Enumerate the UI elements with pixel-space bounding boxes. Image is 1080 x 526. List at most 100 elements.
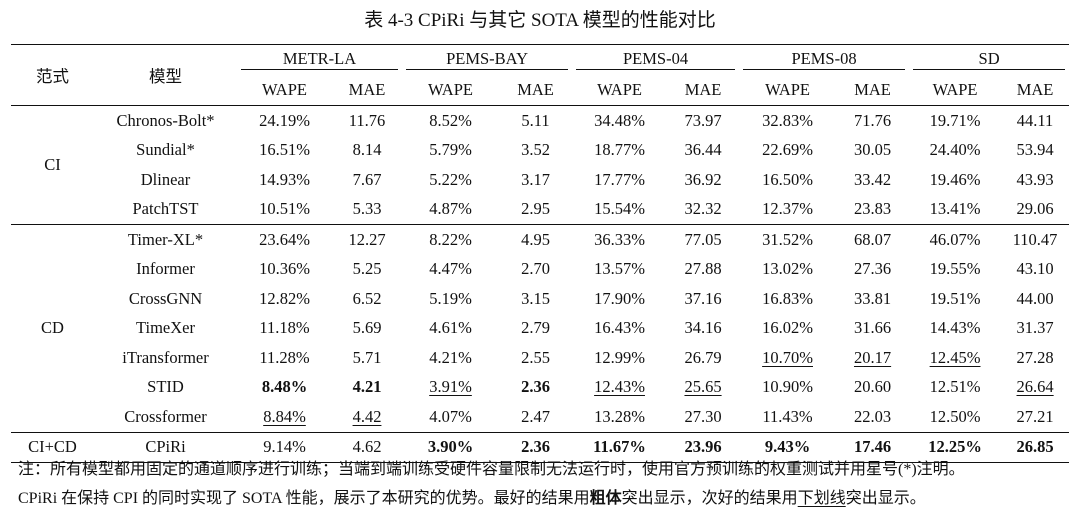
metric-value: 12.51% bbox=[929, 377, 981, 397]
metric-value-cell: 19.46% bbox=[909, 165, 1001, 195]
metric-value: 27.30 bbox=[684, 406, 722, 426]
metric-value: 7.67 bbox=[352, 169, 382, 189]
metric-value: 53.94 bbox=[1016, 140, 1054, 160]
metric-value: 43.10 bbox=[1016, 259, 1054, 279]
metric-value-cell: 17.90% bbox=[572, 284, 667, 314]
metric-value-cell: 12.51% bbox=[909, 373, 1001, 403]
metric-value: 44.11 bbox=[1016, 110, 1054, 130]
header-metric: WAPE bbox=[428, 79, 473, 99]
metric-value: 34.48% bbox=[594, 110, 645, 130]
metric-value: 25.65 bbox=[684, 377, 722, 397]
metric-value: 68.07 bbox=[853, 229, 892, 249]
metric-value: 33.81 bbox=[853, 288, 892, 308]
metric-value: 14.93% bbox=[259, 169, 310, 189]
metric-value: 30.05 bbox=[853, 140, 892, 160]
metric-value-cell: 34.16 bbox=[667, 314, 739, 344]
metric-value-cell: 4.87% bbox=[402, 195, 499, 225]
metric-value-cell: 17.46 bbox=[836, 432, 909, 463]
metric-value-cell: 8.84% bbox=[237, 402, 332, 432]
metric-value-cell: 20.60 bbox=[836, 373, 909, 403]
table-row: CrossGNN 12.82% 6.52 5.19% 3.15 17.90% 37.16 16… bbox=[11, 284, 1069, 314]
metric-value-cell: 68.07 bbox=[836, 225, 909, 255]
metric-value: 19.71% bbox=[929, 110, 981, 130]
metric-value-cell: 5.25 bbox=[332, 255, 402, 285]
table-row: CI+CD CPiRi 9.14% 4.62 3.90% 2.36 11.67% 23.96 9… bbox=[11, 432, 1070, 463]
metric-value-cell: 17.77% bbox=[572, 165, 667, 195]
metric-value: 4.07% bbox=[429, 406, 472, 426]
metric-value-cell: 73.97 bbox=[667, 106, 739, 136]
metric-value: 13.41% bbox=[929, 199, 981, 219]
metric-value: 3.17 bbox=[521, 169, 550, 189]
metric-value-cell: 11.76 bbox=[332, 106, 402, 136]
metric-value: 17.90% bbox=[594, 288, 645, 308]
model-name-cell: Dlinear bbox=[140, 169, 191, 189]
metric-value-cell: 27.28 bbox=[1001, 343, 1069, 373]
metric-value: 2.70 bbox=[521, 259, 550, 279]
table-row: CD Timer-XL* 23.64% 12.27 8.22% 4.95 36.33% 77.… bbox=[11, 224, 1070, 337]
metric-value: 6.52 bbox=[352, 288, 382, 308]
metric-value: 29.06 bbox=[1016, 199, 1054, 219]
metric-value-cell: 23.64% bbox=[237, 225, 332, 255]
header-row-datasets: 范式 模型 METR-LA PEMS-BAY PEMS-04 PEMS-08 S… bbox=[11, 44, 1070, 86]
metric-value-cell: 26.79 bbox=[667, 343, 739, 373]
metric-value-cell: 8.48% bbox=[237, 373, 332, 403]
metric-value: 71.76 bbox=[853, 110, 892, 130]
metric-value-cell: 23.96 bbox=[667, 432, 739, 463]
metric-value-cell: 29.06 bbox=[1001, 195, 1069, 225]
metric-value-cell: 2.55 bbox=[499, 343, 572, 373]
metric-value: 36.33% bbox=[594, 229, 645, 249]
metric-value: 12.45% bbox=[929, 347, 981, 367]
header-metric: WAPE bbox=[932, 79, 978, 99]
metric-value-cell: 11.67% bbox=[572, 432, 667, 463]
metric-value-cell: 18.77% bbox=[572, 136, 667, 166]
metric-value: 13.02% bbox=[762, 259, 813, 279]
metric-value: 11.18% bbox=[259, 318, 310, 338]
metric-value-cell: 5.79% bbox=[402, 136, 499, 166]
metric-value: 2.55 bbox=[521, 347, 550, 367]
model-name-cell: TimeXer bbox=[136, 318, 195, 338]
metric-value: 8.14 bbox=[352, 140, 382, 160]
metric-value: 3.52 bbox=[521, 140, 550, 160]
table-notes: 注：所有模型都用固定的通道顺序进行训练；当端到端训练受硬件容量限制无法运行时，使… bbox=[18, 455, 1073, 513]
metric-value-cell: 43.93 bbox=[1001, 165, 1069, 195]
metric-value: 24.19% bbox=[259, 110, 310, 130]
metric-value: 13.28% bbox=[594, 406, 645, 426]
metric-value: 4.47% bbox=[429, 259, 472, 279]
metric-value: 16.83% bbox=[762, 288, 813, 308]
metric-value: 27.21 bbox=[1016, 406, 1054, 426]
metric-value: 9.43% bbox=[764, 437, 811, 457]
metric-value-cell: 36.92 bbox=[667, 165, 739, 195]
metric-value: 2.95 bbox=[521, 199, 550, 219]
header-metric: MAE bbox=[854, 79, 891, 99]
model-name-cell: iTransformer bbox=[122, 347, 209, 367]
header-metric: MAE bbox=[517, 79, 554, 99]
note-text: CPiRi 在保持 CPI 的同时实现了 SOTA 性能，展示了本研究的优势。最… bbox=[18, 490, 590, 507]
metric-value: 17.77% bbox=[594, 169, 645, 189]
metric-value-cell: 14.43% bbox=[909, 314, 1001, 344]
table-row: STID 8.48% 4.21 3.91% 2.36 12.43% 25.65 10.90% 2… bbox=[11, 373, 1069, 403]
metric-value: 26.85 bbox=[1016, 437, 1054, 457]
metric-value-cell: 22.03 bbox=[836, 402, 909, 432]
metric-value-cell: 26.64 bbox=[1001, 373, 1069, 403]
metric-value: 2.36 bbox=[521, 437, 550, 457]
metric-value-cell: 110.47 bbox=[1001, 225, 1069, 255]
metric-value: 8.22% bbox=[429, 229, 472, 249]
table-row: Crossformer 8.84% 4.42 4.07% 2.47 13.28% 27.30… bbox=[11, 402, 1069, 432]
metric-value-cell: 3.15 bbox=[499, 284, 572, 314]
metric-value-cell: 4.47% bbox=[402, 255, 499, 285]
metric-value: 5.79% bbox=[429, 140, 472, 160]
metric-value: 4.21% bbox=[429, 347, 472, 367]
metric-value-cell: 11.28% bbox=[237, 343, 332, 373]
metric-value: 26.79 bbox=[684, 347, 722, 367]
table-row: Sundial* 16.51% 8.14 5.79% 3.52 18.77% 36.44 22… bbox=[11, 136, 1069, 166]
metric-value: 8.84% bbox=[263, 406, 306, 426]
metric-value: 4.42 bbox=[352, 406, 382, 426]
table-caption: 表 4-3 CPiRi 与其它 SOTA 模型的性能对比 bbox=[364, 10, 716, 31]
header-metric: WAPE bbox=[262, 79, 307, 99]
header-metric: WAPE bbox=[765, 79, 810, 99]
metric-value: 16.02% bbox=[762, 318, 813, 338]
metric-value: 5.71 bbox=[352, 347, 382, 367]
model-name-cell: Sundial* bbox=[136, 140, 195, 160]
metric-value: 5.25 bbox=[352, 259, 382, 279]
note-text: 突出显示，次好的结果用 bbox=[621, 490, 798, 507]
